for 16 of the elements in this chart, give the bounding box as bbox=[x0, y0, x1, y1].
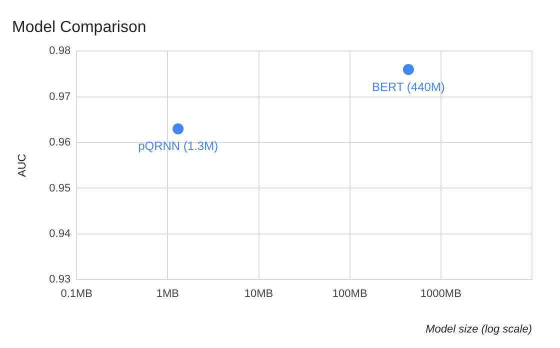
y-axis-title: AUC bbox=[16, 154, 29, 178]
y-tick-label: 0.98 bbox=[49, 45, 71, 58]
x-tick-label: 1000MB bbox=[420, 288, 462, 300]
y-tick-label: 0.96 bbox=[49, 136, 71, 149]
chart-title: Model Comparison bbox=[12, 19, 146, 36]
annotation: pQRNN (1.3M) bbox=[138, 139, 218, 154]
annotation: BERT (440M) bbox=[372, 80, 445, 94]
y-tick-label: 0.93 bbox=[49, 274, 71, 286]
x-axis-title: Model size (log scale) bbox=[426, 323, 532, 336]
x-tick-label: 0.1MB bbox=[60, 288, 93, 300]
y-tick-label: 0.94 bbox=[49, 228, 71, 240]
x-tick-label: 100MB bbox=[332, 288, 368, 300]
x-tick-label: 1MB bbox=[156, 288, 179, 300]
x-tick-label: 10MB bbox=[244, 288, 274, 300]
y-tick-label: 0.97 bbox=[49, 90, 71, 103]
y-tick-label: 0.95 bbox=[49, 182, 71, 194]
